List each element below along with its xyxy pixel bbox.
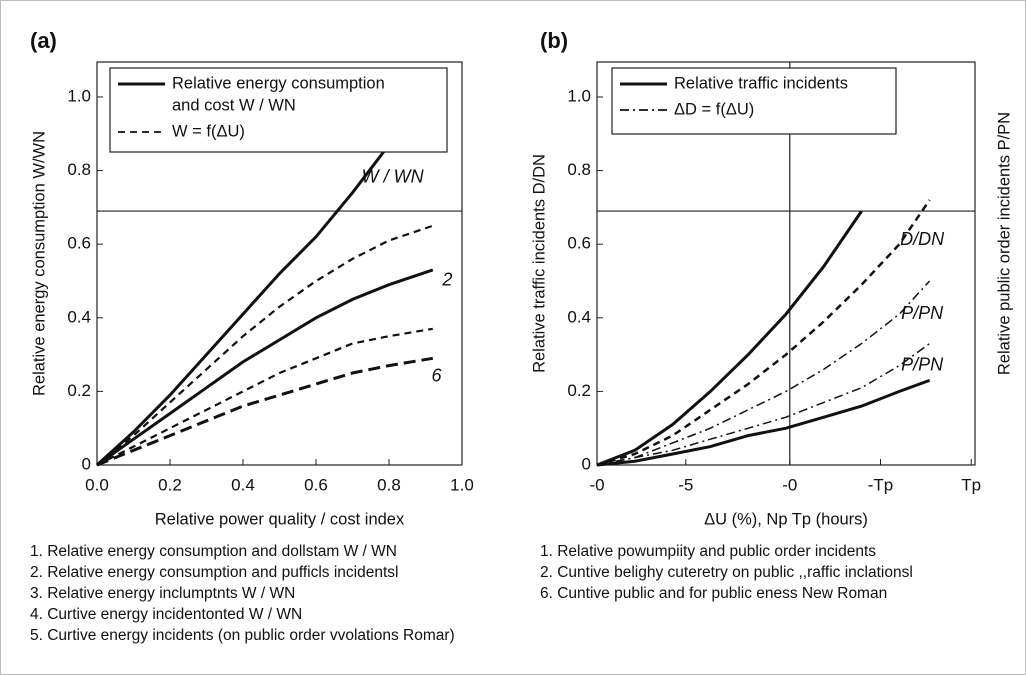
x-tick-label: -0 — [782, 475, 797, 494]
y-tick-label: 0.4 — [67, 307, 91, 326]
footnote: 3. Relative energy inclumptnts W / WN — [30, 585, 295, 602]
y-tick-label: 0 — [82, 454, 91, 473]
panel-label: (a) — [30, 28, 57, 53]
footnote: 4. Curtive energy incidentonted W / WN — [30, 606, 302, 623]
legend-label: Relative traffic incidents — [674, 74, 848, 92]
plot-frame — [596, 61, 976, 466]
y-tick-label: 0.4 — [567, 307, 591, 326]
series-line — [596, 210, 863, 467]
annotation: 2 — [441, 270, 452, 290]
series-line — [95, 143, 391, 467]
y-axis-label: Relative traffic incidents D/DN — [530, 154, 548, 373]
x-tick-label: -Tp — [868, 475, 894, 494]
y-tick-label: 0.6 — [567, 234, 591, 253]
series-line — [96, 268, 434, 467]
annotation: 6 — [431, 365, 442, 385]
footnote: 6. Cuntive public and for public eness N… — [540, 585, 887, 602]
annotation: W / WN — [362, 167, 425, 187]
x-tick-label: 0.0 — [85, 475, 109, 494]
y-tick-label: 0.8 — [67, 160, 91, 179]
series-line — [96, 356, 434, 467]
x-tick-label: 1.0 — [450, 475, 474, 494]
y2-axis-label: Relative public order incidents P/PN — [995, 112, 1013, 375]
y-tick-label: 0.2 — [567, 381, 591, 400]
series-line — [596, 280, 931, 466]
x-tick-label: 0.2 — [158, 475, 182, 494]
series-line — [596, 199, 931, 467]
x-axis-label: ΔU (%), Np Tp (hours) — [704, 510, 868, 528]
y-tick-label: 0.8 — [567, 160, 591, 179]
x-tick-label: 0.6 — [304, 475, 328, 494]
legend-label: and cost W / WN — [172, 96, 296, 114]
x-tick-label: Tp — [961, 475, 981, 494]
panel-label: (b) — [540, 28, 568, 53]
legend-box — [611, 67, 897, 135]
annotation: D/DN — [900, 229, 945, 249]
plot-frame — [96, 61, 463, 466]
x-axis-label: Relative power quality / cost index — [155, 510, 405, 528]
series-line — [596, 342, 931, 466]
series-line — [596, 378, 931, 467]
y-tick-label: 1.0 — [67, 86, 91, 105]
footnote: 2. Cuntive belighy cuteretry on public ,… — [540, 564, 913, 581]
annotation: P/PN — [901, 354, 944, 374]
y-axis-label: Relative energy consumption W/WN — [30, 131, 48, 396]
series-line — [96, 224, 434, 466]
y-tick-label: 0 — [582, 454, 591, 473]
footnote: 1. Relative powumpiity and public order … — [540, 543, 876, 560]
y-tick-label: 1.0 — [567, 86, 591, 105]
legend-label: W = f(ΔU) — [172, 122, 245, 140]
footnote: 1. Relative energy consumption and dolls… — [30, 543, 397, 560]
y-tick-label: 0.6 — [67, 234, 91, 253]
x-tick-label: -0 — [589, 475, 604, 494]
footnote: 2. Relative energy consumption and puffi… — [30, 564, 398, 581]
series-line — [96, 327, 433, 466]
legend-label: Relative energy consumption — [172, 74, 385, 92]
y-tick-label: 0.2 — [67, 381, 91, 400]
x-tick-label: 0.4 — [231, 475, 255, 494]
legend-label: ΔD = f(ΔU) — [674, 100, 754, 118]
x-tick-label: -5 — [678, 475, 693, 494]
x-tick-label: 0.8 — [377, 475, 401, 494]
footnote: 5. Curtive energy incidents (on public o… — [30, 627, 455, 644]
legend-box — [109, 67, 448, 153]
annotation: P/PN — [901, 303, 944, 323]
